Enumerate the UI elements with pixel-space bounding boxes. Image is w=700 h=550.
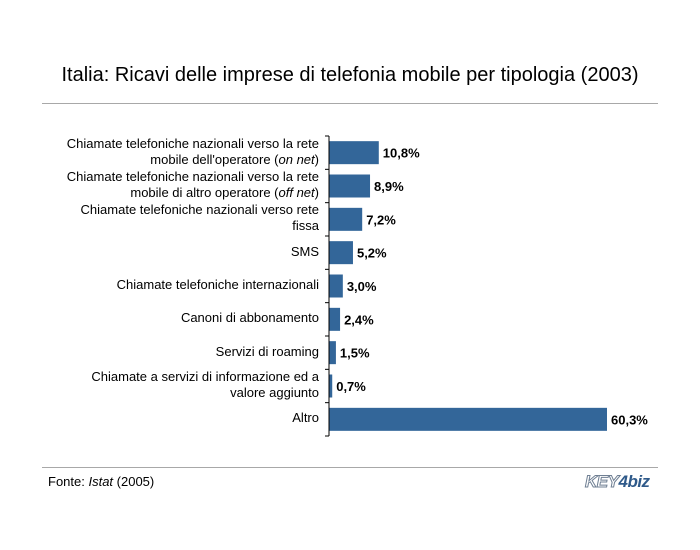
- bar: [329, 241, 353, 265]
- bar: [329, 141, 379, 165]
- category-label: Canoni di abbonamento: [180, 310, 319, 326]
- source-suffix: (2005): [113, 474, 155, 489]
- category-label: Servizi di roaming: [215, 343, 319, 359]
- bar: [329, 341, 336, 365]
- bar: [329, 274, 343, 298]
- data-label: 60,3%: [611, 412, 648, 427]
- category-label: Chiamate telefoniche nazionali verso la …: [66, 135, 319, 167]
- data-label: 3,0%: [347, 279, 377, 294]
- data-label: 1,5%: [340, 346, 370, 361]
- category-label: Chiamate telefoniche internazionali: [116, 277, 319, 292]
- bottom-divider: [42, 467, 658, 468]
- data-label: 8,9%: [374, 179, 404, 194]
- data-label: 7,2%: [366, 212, 396, 227]
- key4biz-logo: KEY4biz: [584, 472, 650, 492]
- bar: [329, 174, 371, 198]
- source-note: Fonte: Istat (2005): [48, 474, 154, 489]
- category-label: Chiamate telefoniche nazionali verso la …: [66, 169, 319, 200]
- data-label: 0,7%: [336, 379, 366, 394]
- bar: [329, 374, 333, 398]
- bar: [329, 407, 607, 431]
- category-label: Altro: [292, 410, 319, 426]
- bar: [329, 207, 363, 231]
- top-divider: [42, 103, 658, 104]
- category-label: SMS: [290, 243, 319, 259]
- source-name: Istat: [88, 474, 114, 489]
- source-prefix: Fonte:: [48, 474, 89, 489]
- bar: [329, 307, 341, 331]
- chart-title: Italia: Ricavi delle imprese di telefoni…: [61, 64, 639, 86]
- data-label: 5,2%: [357, 246, 387, 261]
- data-label: 2,4%: [344, 312, 374, 327]
- category-label: Chiamate telefoniche nazionali verso ret…: [80, 202, 319, 234]
- data-label: 10,8%: [383, 146, 420, 161]
